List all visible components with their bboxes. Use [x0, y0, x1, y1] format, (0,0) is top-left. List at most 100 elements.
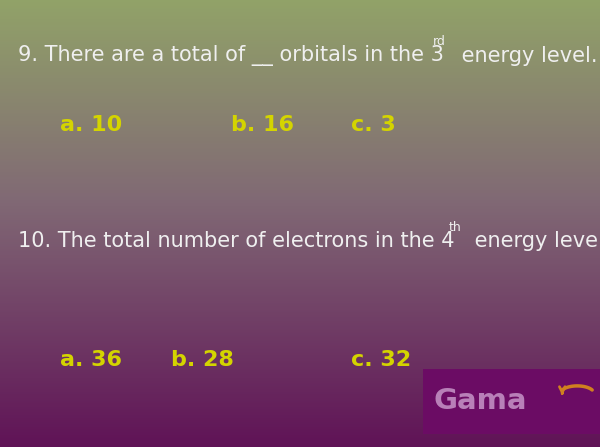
Bar	[0, 402, 600, 403]
Bar	[0, 224, 600, 226]
Bar	[0, 370, 600, 371]
Bar	[0, 154, 600, 155]
Bar	[0, 47, 600, 48]
Bar	[0, 424, 600, 425]
Bar	[0, 58, 600, 59]
Bar	[0, 396, 600, 397]
Bar	[0, 189, 600, 190]
Bar	[0, 161, 600, 162]
Bar	[0, 26, 600, 27]
Bar	[0, 305, 600, 306]
Bar	[0, 187, 600, 188]
Bar	[0, 61, 600, 63]
Bar	[0, 37, 600, 38]
Bar	[0, 406, 600, 407]
Bar	[0, 295, 600, 296]
Bar	[0, 403, 600, 405]
Bar	[0, 138, 600, 139]
Bar	[0, 167, 600, 168]
Bar	[0, 314, 600, 315]
Bar	[0, 5, 600, 7]
Bar	[0, 186, 600, 187]
Bar	[0, 254, 600, 255]
Bar	[0, 104, 600, 105]
Bar	[0, 198, 600, 199]
Bar	[0, 177, 600, 178]
Bar	[0, 188, 600, 189]
Bar	[0, 143, 600, 144]
Bar	[0, 348, 600, 349]
Bar	[0, 108, 600, 110]
Bar	[0, 425, 600, 426]
Bar	[0, 30, 600, 31]
Bar	[0, 24, 600, 25]
Bar	[0, 384, 600, 385]
Text: a. 10: a. 10	[60, 115, 122, 135]
Bar	[0, 162, 600, 163]
Bar	[0, 304, 600, 305]
Bar	[0, 443, 600, 445]
Bar	[0, 40, 600, 42]
Bar	[0, 416, 600, 417]
Bar	[0, 420, 600, 421]
Bar	[0, 20, 600, 21]
Bar	[0, 210, 600, 211]
Bar	[0, 294, 600, 295]
Bar	[0, 268, 600, 269]
Bar	[0, 351, 600, 352]
Bar	[0, 206, 600, 207]
Bar	[0, 388, 600, 389]
Bar	[0, 245, 600, 246]
Bar	[0, 91, 600, 92]
Bar	[0, 9, 600, 10]
Bar	[0, 446, 600, 447]
Bar	[0, 437, 600, 438]
Bar	[0, 1, 600, 2]
Bar	[0, 180, 600, 181]
Bar	[0, 259, 600, 260]
Bar	[0, 390, 600, 391]
Bar	[0, 249, 600, 250]
Bar	[0, 354, 600, 355]
Bar	[0, 18, 600, 19]
Bar	[0, 218, 600, 219]
Bar	[0, 211, 600, 212]
Bar	[0, 203, 600, 205]
Bar	[0, 399, 600, 400]
Bar	[0, 227, 600, 228]
Bar	[0, 77, 600, 78]
Bar	[0, 122, 600, 123]
Bar	[0, 92, 600, 93]
Bar	[0, 83, 600, 84]
Bar	[0, 223, 600, 224]
Bar	[0, 341, 600, 342]
Bar	[0, 398, 600, 399]
Bar	[0, 96, 600, 97]
Bar	[0, 160, 600, 161]
Bar	[0, 139, 600, 141]
Bar	[0, 339, 600, 340]
Bar	[0, 192, 600, 193]
Bar	[0, 10, 600, 11]
Bar	[0, 202, 600, 203]
Bar	[0, 156, 600, 158]
Bar	[0, 381, 600, 382]
Bar	[0, 436, 600, 437]
Bar	[0, 241, 600, 242]
Bar	[0, 335, 600, 336]
Bar	[0, 38, 600, 39]
Bar	[0, 191, 600, 192]
Bar	[0, 288, 600, 290]
Bar	[0, 397, 600, 398]
Bar	[0, 275, 600, 276]
Bar	[0, 220, 600, 221]
Bar	[0, 217, 600, 218]
Bar	[0, 326, 600, 327]
Bar	[0, 311, 600, 312]
Bar	[0, 316, 600, 317]
Bar	[0, 155, 600, 156]
Bar	[0, 28, 600, 29]
Bar	[0, 121, 600, 122]
Bar	[0, 132, 600, 133]
Bar	[0, 17, 600, 18]
